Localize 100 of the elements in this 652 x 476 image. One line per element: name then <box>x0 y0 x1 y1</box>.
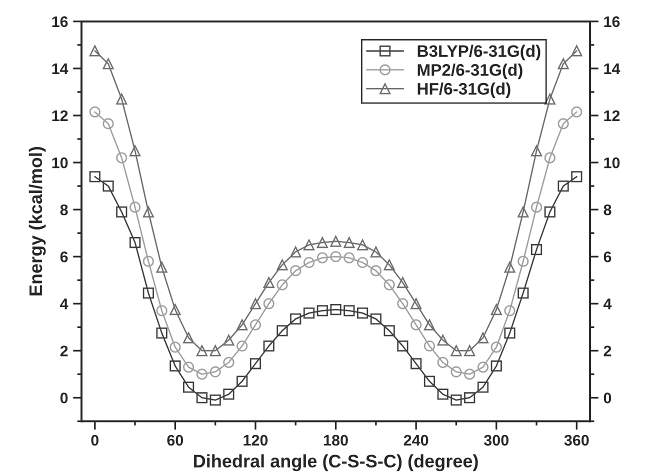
y-tick-label: 0 <box>60 392 68 404</box>
legend-label: HF/6-31G(d) <box>418 82 510 98</box>
point <box>89 171 100 182</box>
point <box>356 239 368 250</box>
point <box>544 206 556 218</box>
point <box>290 313 302 325</box>
point <box>397 298 408 310</box>
legend-label: MP2/6-31G(d) <box>418 64 522 80</box>
point <box>263 340 274 352</box>
point <box>344 305 355 316</box>
point <box>450 394 462 406</box>
y-tick-label: 16 <box>52 16 68 28</box>
point <box>129 145 141 156</box>
y-tick-label: 10 <box>52 157 68 168</box>
point <box>410 298 422 310</box>
point <box>196 368 208 380</box>
x-tick-label: 300 <box>484 434 508 446</box>
point <box>102 180 114 192</box>
point <box>504 328 516 339</box>
point <box>504 262 516 273</box>
point <box>530 202 542 213</box>
point <box>102 118 114 130</box>
point <box>142 288 154 299</box>
point <box>490 360 502 372</box>
point <box>356 256 368 268</box>
point <box>303 239 315 250</box>
point <box>183 362 194 373</box>
point <box>183 382 194 393</box>
point <box>518 206 529 218</box>
point <box>558 180 569 192</box>
y2-tick-label: 8 <box>604 204 612 216</box>
point <box>544 152 556 164</box>
point <box>384 325 395 336</box>
point <box>196 345 208 356</box>
point <box>276 259 288 270</box>
point <box>464 368 476 380</box>
point <box>477 362 489 373</box>
point <box>156 262 168 273</box>
point <box>424 376 436 387</box>
point <box>424 319 436 330</box>
point <box>142 206 154 218</box>
y2-tick-label: 14 <box>604 63 620 74</box>
point <box>129 236 141 248</box>
point <box>544 93 556 105</box>
point <box>518 256 529 267</box>
point <box>397 276 408 288</box>
point <box>303 308 315 319</box>
point <box>437 334 448 346</box>
point <box>437 356 448 368</box>
point <box>490 304 502 316</box>
point <box>424 340 436 352</box>
point <box>236 319 248 330</box>
point <box>330 251 342 262</box>
point <box>102 58 114 70</box>
point <box>477 332 489 344</box>
point <box>504 305 516 316</box>
point <box>263 298 274 310</box>
point <box>370 265 382 276</box>
point <box>450 366 462 378</box>
point <box>223 388 234 400</box>
y-tick-label: 8 <box>60 204 68 216</box>
point <box>196 392 208 404</box>
y-tick-label: 4 <box>60 298 68 310</box>
point <box>316 252 328 264</box>
point <box>116 152 128 164</box>
point <box>316 236 328 248</box>
y2-tick-label: 12 <box>604 110 620 122</box>
point <box>330 236 342 247</box>
point <box>571 45 582 56</box>
point <box>116 206 128 218</box>
point <box>116 93 128 105</box>
x-axis-title: Dihedral angle (C-S-S-C) (degree) <box>194 454 478 472</box>
point <box>370 246 382 258</box>
point <box>210 345 221 356</box>
point <box>170 304 181 316</box>
point <box>558 118 569 130</box>
point <box>183 332 194 344</box>
point <box>464 345 476 356</box>
y-axis-title: Energy (kcal/mol) <box>28 146 46 296</box>
point <box>236 340 248 352</box>
point <box>344 236 355 248</box>
point <box>236 376 248 387</box>
point <box>223 334 234 346</box>
point <box>518 288 529 299</box>
x-tick-label: 180 <box>324 434 348 446</box>
point <box>156 305 168 316</box>
point <box>410 358 422 370</box>
point <box>250 358 262 370</box>
x-tick-label: 360 <box>564 434 589 446</box>
point <box>571 106 582 118</box>
y-tick-label: 12 <box>52 110 68 122</box>
x-tick-label: 0 <box>91 434 99 446</box>
point <box>210 366 221 378</box>
point <box>223 356 234 368</box>
point <box>276 325 288 336</box>
point <box>129 202 141 213</box>
point <box>571 171 582 182</box>
point <box>263 276 274 288</box>
legend-label: B3LYP/6-31G(d) <box>418 44 540 60</box>
y-tick-label: 2 <box>60 346 68 356</box>
